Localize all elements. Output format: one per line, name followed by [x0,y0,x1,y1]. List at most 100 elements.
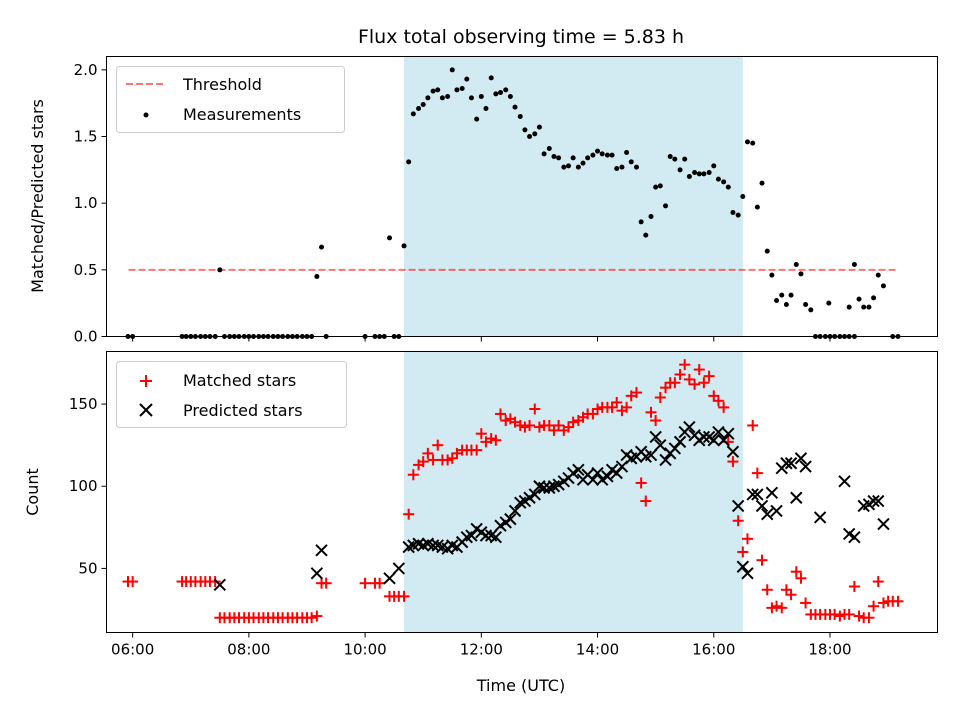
measurement-point [435,87,441,93]
measurement-point [677,167,683,173]
measurement-point [692,170,698,175]
matched-stars-point [320,577,332,589]
matched-stars-point [863,612,875,624]
measurement-point [401,243,407,249]
predicted-stars-point [877,517,890,531]
matched-stars-point [417,456,429,468]
predicted-stars-point [489,530,503,544]
measurement-point [522,127,528,133]
measurement-point [788,292,794,298]
measurement-point [754,204,760,210]
bottom-y-ticks: 50 100 150 [69,395,107,577]
predicted-stars-point [872,494,885,508]
predicted-stars-point [310,567,324,580]
measurement-point [744,139,750,145]
measurement-point [546,146,552,151]
matched-stars-series [122,359,904,624]
top-plot-frame [106,56,938,337]
measurement-point [851,262,857,267]
measurement-point [406,159,412,165]
measurement-point [561,164,567,170]
measurement-point [826,300,832,306]
measurement-point [556,155,562,161]
y-tick-label: 150 [69,395,98,413]
measurement-point [459,86,465,91]
measurement-point [735,212,741,218]
measurement-point [779,292,785,298]
measurement-point [686,174,692,179]
measurement-point [532,131,538,137]
observing-window-span [404,56,743,337]
predicted-stars-point [813,511,827,524]
measurement-point [585,155,591,161]
matched-stars-point [669,377,681,389]
matched-stars-point [732,515,744,527]
predicted-stars-point [504,512,517,526]
predicted-stars-point [479,529,493,542]
measurement-point [527,134,533,139]
measurement-point [512,104,518,110]
measurement-point [425,95,431,101]
measurement-point [410,111,416,117]
matched-stars-point [843,608,855,620]
predicted-stars-point [746,488,759,501]
matched-stars-point [398,590,410,602]
measurement-point [387,235,393,241]
matched-stars-point [403,508,415,520]
measurement-point [314,274,320,279]
y-tick-label: 0.5 [74,261,98,279]
matched-stars-point [747,419,759,431]
predicted-stars-point [697,430,711,444]
predicted-stars-point [717,434,730,447]
measurement-point [483,106,489,111]
matched-stars-point [679,359,691,371]
measurement-point [468,95,474,101]
y-tick-label: 1.0 [74,194,98,212]
matched-stars-point [475,428,487,440]
matched-stars-point [800,597,812,609]
matched-stars-point [567,416,579,428]
matched-stars-point [683,373,695,385]
measurement-point [604,152,610,158]
measurement-point [715,176,721,182]
top-panel: 0.00.51.01.52.0 Matched/Predicted stars … [28,56,938,346]
measurement-point [541,151,547,157]
predicted-stars-point [726,445,740,458]
matched-stars-point [621,401,633,413]
matched-stars-point [524,419,536,431]
y-tick-label: 0.0 [74,328,98,346]
measurement-point [416,106,422,111]
measurement-point [599,151,605,157]
predicted-stars-point [790,491,803,504]
measurement-point [464,76,470,82]
measurement-point [536,124,542,130]
matched-stars-point [471,444,483,456]
measurement-point [624,150,630,155]
measurement-point [783,302,789,307]
measurement-point [706,170,712,175]
measurement-point [439,95,445,101]
top-y-axis-label: Matched/Predicted stars [28,99,47,293]
predicted-stars-point [765,486,779,500]
bottom-legend-box [116,361,347,428]
matched-stars-point [553,419,565,431]
matched-stars-point [761,584,773,596]
x-tick-label: 12:00 [460,641,503,659]
measurement-point [759,180,765,186]
matched-stars-point [490,434,502,446]
measurement-point [619,164,625,170]
measurement-point [769,272,775,278]
measurement-point [721,179,727,185]
measurement-point [725,184,731,190]
predicted-stars-point [601,470,614,483]
y-tick-label: 50 [78,559,97,577]
predicted-stars-point [654,438,667,452]
matched-stars-point [689,378,701,390]
measurement-point [517,114,523,119]
predicted-stars-point [794,452,808,465]
measurement-point [875,272,881,278]
measurement-point [590,152,596,158]
matched-stars-point [785,589,797,601]
measurement-point [430,88,436,94]
